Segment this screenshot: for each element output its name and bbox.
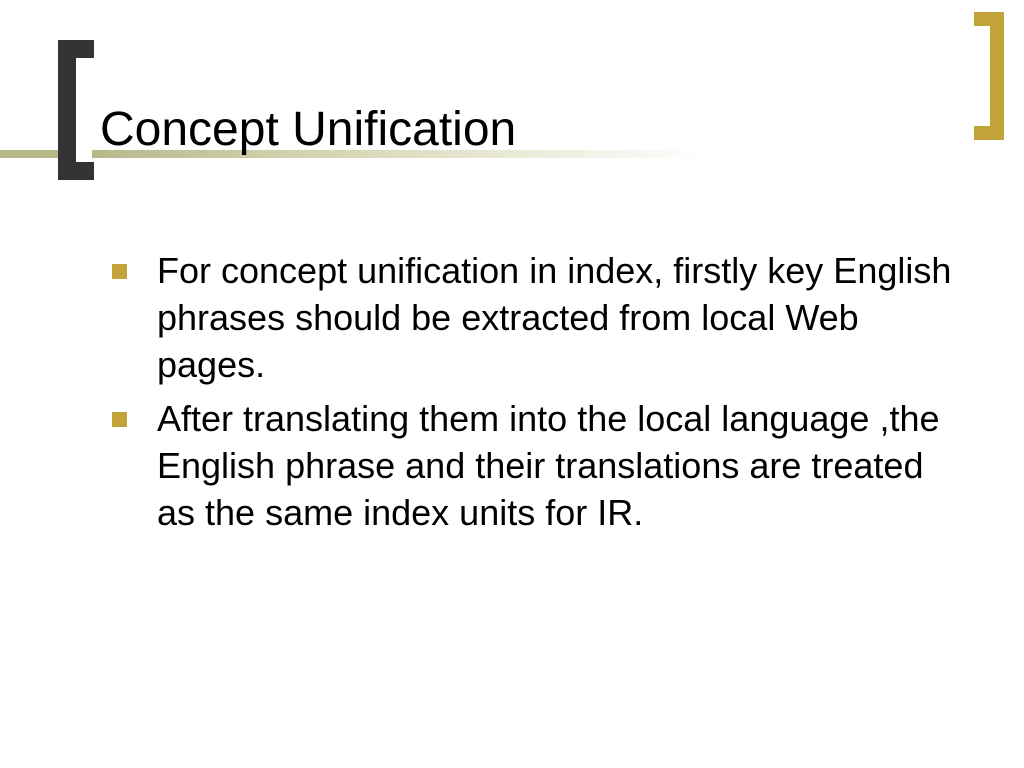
right-bracket-decoration (974, 12, 1004, 140)
bullet-square-icon (112, 264, 127, 279)
header-line-left (0, 150, 59, 158)
slide-title: Concept Unification (100, 102, 516, 157)
bullet-square-icon (112, 412, 127, 427)
bullet-text: For concept unification in index, firstl… (157, 248, 964, 388)
left-bracket-decoration (58, 40, 94, 180)
bullet-text: After translating them into the local la… (157, 396, 964, 536)
bullet-item: After translating them into the local la… (112, 396, 964, 536)
slide-content: For concept unification in index, firstl… (112, 248, 964, 545)
slide-header: Concept Unification (0, 40, 1024, 180)
bullet-item: For concept unification in index, firstl… (112, 248, 964, 388)
